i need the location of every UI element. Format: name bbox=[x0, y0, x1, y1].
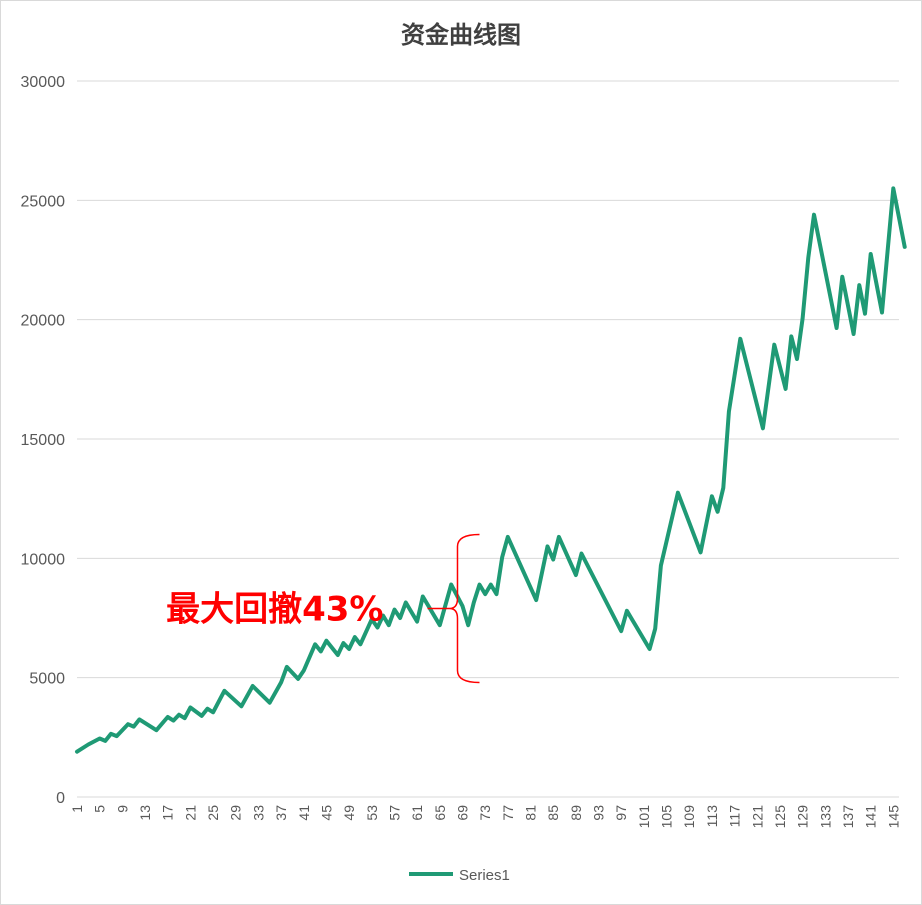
x-tick-label: 113 bbox=[704, 805, 720, 828]
x-tick-label: 45 bbox=[318, 805, 334, 821]
x-tick-label: 105 bbox=[659, 805, 675, 829]
x-tick-label: 25 bbox=[205, 805, 221, 821]
x-tick-label: 41 bbox=[296, 805, 312, 821]
x-tick-label: 29 bbox=[228, 805, 244, 821]
x-tick-label: 129 bbox=[795, 805, 811, 829]
x-tick-label: 77 bbox=[500, 805, 516, 821]
x-tick-label: 121 bbox=[749, 805, 765, 829]
x-tick-label: 53 bbox=[364, 805, 380, 821]
legend[interactable]: Series1 bbox=[409, 867, 510, 884]
x-tick-label: 133 bbox=[817, 805, 833, 829]
x-tick-label: 73 bbox=[477, 805, 493, 821]
x-tick-label: 101 bbox=[636, 805, 652, 829]
x-tick-label: 137 bbox=[840, 805, 856, 829]
y-tick-label: 30000 bbox=[21, 74, 66, 91]
x-tick-label: 125 bbox=[772, 805, 788, 829]
y-tick-label: 0 bbox=[56, 790, 65, 807]
x-tick-label: 145 bbox=[885, 805, 901, 829]
x-tick-label: 69 bbox=[454, 805, 470, 821]
x-tick-label: 61 bbox=[409, 805, 425, 821]
x-tick-label: 1 bbox=[69, 805, 85, 813]
y-tick-label: 20000 bbox=[21, 313, 66, 330]
x-tick-label: 21 bbox=[182, 805, 198, 821]
y-axis-ticks: 0 5000 10000 15000 20000 25000 30000 bbox=[21, 74, 66, 807]
x-tick-label: 117 bbox=[727, 805, 743, 828]
x-tick-label: 97 bbox=[613, 805, 629, 821]
x-tick-label: 17 bbox=[160, 805, 176, 821]
x-tick-label: 37 bbox=[273, 805, 289, 821]
drawdown-brace bbox=[449, 533, 480, 684]
gridlines bbox=[77, 80, 899, 679]
drawdown-annotation: 最大回撤43% bbox=[166, 533, 480, 684]
x-tick-label: 89 bbox=[568, 805, 584, 821]
y-tick-label: 10000 bbox=[21, 551, 66, 568]
x-tick-label: 33 bbox=[250, 805, 266, 821]
x-tick-label: 93 bbox=[591, 805, 607, 821]
x-tick-label: 9 bbox=[114, 805, 130, 813]
x-tick-label: 85 bbox=[545, 805, 561, 821]
x-tick-label: 49 bbox=[341, 805, 357, 821]
x-axis-ticks: 1 5 9 13 17 21 25 29 33 37 41 45 49 53 57 61 65 69 73 77 81 8… bbox=[69, 805, 901, 829]
drawdown-label: 最大回撤43% bbox=[166, 589, 383, 629]
series-layer bbox=[75, 186, 907, 754]
y-tick-label: 5000 bbox=[29, 671, 65, 688]
series-line-series1 bbox=[75, 186, 907, 754]
y-tick-label: 15000 bbox=[21, 432, 66, 449]
x-tick-label: 13 bbox=[137, 805, 153, 821]
x-tick-label: 65 bbox=[432, 805, 448, 821]
x-tick-label: 141 bbox=[863, 805, 879, 829]
legend-label-series1: Series1 bbox=[459, 867, 510, 884]
x-tick-label: 5 bbox=[92, 805, 108, 813]
chart-title: 资金曲线图 bbox=[401, 21, 521, 49]
x-tick-label: 81 bbox=[523, 805, 539, 821]
x-tick-label: 109 bbox=[681, 805, 697, 829]
x-tick-label: 57 bbox=[386, 805, 402, 821]
y-tick-label: 25000 bbox=[21, 193, 66, 210]
